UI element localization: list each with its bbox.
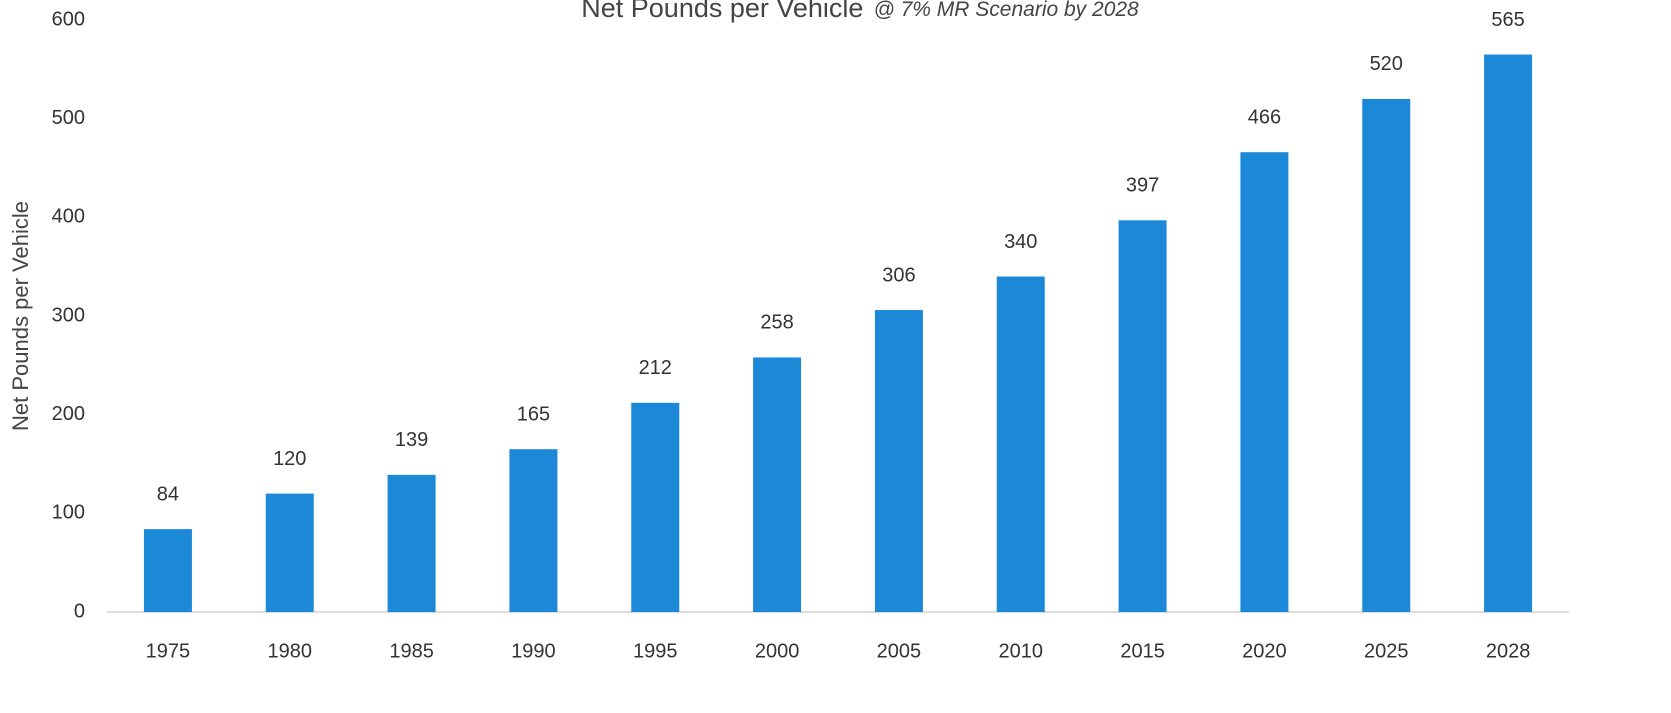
y-tick-label: 500 <box>52 107 85 129</box>
data-label: 212 <box>639 357 672 379</box>
x-tick-label: 1995 <box>633 640 678 662</box>
bar <box>1484 54 1533 613</box>
bar <box>996 276 1045 612</box>
x-tick-label: 2005 <box>877 640 922 662</box>
data-label: 165 <box>517 403 550 425</box>
y-axis-label: Net Pounds per Vehicle <box>8 201 33 431</box>
y-tick-label: 200 <box>52 403 85 425</box>
x-tick-label: 2025 <box>1364 640 1409 662</box>
bar <box>509 449 558 612</box>
data-label: 397 <box>1126 175 1159 197</box>
chart-subtitle: @ 7% MR Scenario by 2028 <box>873 0 1139 21</box>
data-label: 139 <box>395 429 428 451</box>
chart-title: Net Pounds per Vehicle <box>581 0 863 23</box>
x-tick-label: 2000 <box>755 640 800 662</box>
y-tick-label: 600 <box>52 8 85 30</box>
bar <box>753 357 802 612</box>
x-tick-label: 2020 <box>1242 640 1287 662</box>
y-tick-label: 0 <box>74 600 85 622</box>
x-tick-label: 1990 <box>511 640 556 662</box>
x-tick-label: 2028 <box>1486 640 1531 662</box>
data-label: 120 <box>273 448 306 470</box>
bar <box>1240 152 1289 613</box>
data-label: 258 <box>760 312 793 334</box>
bar <box>874 310 923 612</box>
x-tick-label: 2010 <box>999 640 1044 662</box>
bar <box>387 474 436 612</box>
bar <box>143 529 192 612</box>
chart-title-group: Net Pounds per Vehicle @ 7% MR Scenario b… <box>581 0 1139 23</box>
data-label: 520 <box>1370 53 1403 75</box>
x-tick-label: 1975 <box>146 640 191 662</box>
y-tick-label: 100 <box>52 502 85 524</box>
data-label: 466 <box>1248 106 1281 128</box>
data-label: 306 <box>882 264 915 286</box>
bar <box>265 493 314 612</box>
data-label: 340 <box>1004 231 1037 253</box>
y-tick-label: 400 <box>52 206 85 228</box>
data-label: 565 <box>1491 9 1524 31</box>
x-tick-label: 1985 <box>389 640 434 662</box>
y-tick-label: 300 <box>52 304 85 326</box>
bar <box>631 402 680 612</box>
x-tick-label: 2015 <box>1120 640 1165 662</box>
bar <box>1362 98 1411 612</box>
x-tick-label: 1980 <box>268 640 313 662</box>
bar <box>1118 220 1167 612</box>
data-label: 84 <box>157 483 179 505</box>
